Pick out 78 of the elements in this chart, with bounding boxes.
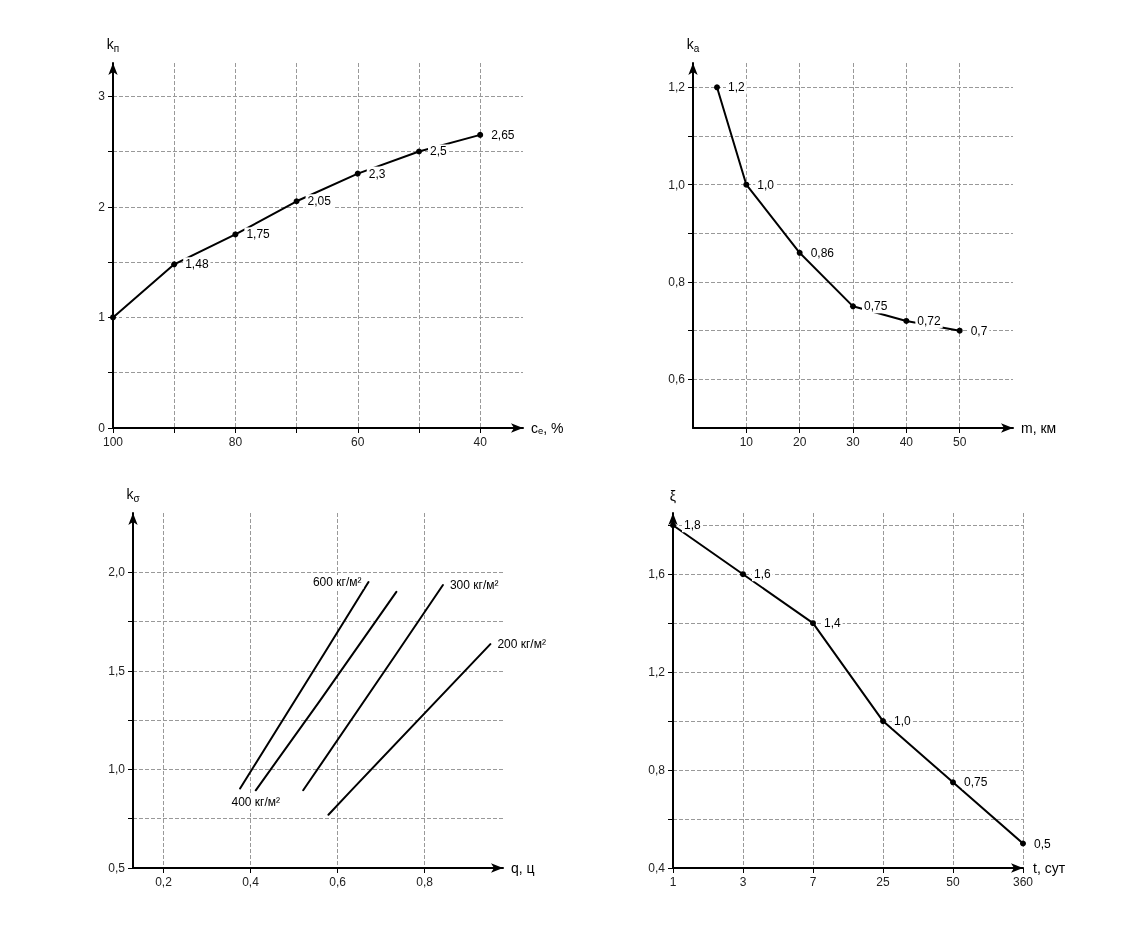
- y-tick-label: 0,6: [668, 372, 686, 387]
- x-tick-label: 0,8: [416, 875, 434, 889]
- y-tick-label: 0,8: [668, 275, 686, 289]
- point: [956, 327, 963, 334]
- x-axis-title: m, км: [1021, 420, 1057, 436]
- y-tick-label: 1,0: [108, 762, 126, 777]
- x-tick-label: 360: [1012, 875, 1034, 889]
- x-tick-label: 100: [102, 435, 124, 449]
- point: [850, 303, 856, 310]
- y-axis-title: ξ: [669, 488, 677, 504]
- y-tick-label: 3: [98, 89, 106, 104]
- point: [740, 571, 746, 578]
- data-label: 0,75: [964, 775, 988, 790]
- point: [903, 317, 910, 324]
- y-tick-label: 1: [98, 310, 106, 325]
- data-label: 0,5: [1034, 836, 1052, 851]
- data-label: 1,2: [728, 80, 746, 95]
- data-label: 1,6: [754, 567, 772, 582]
- data-label: 1,75: [246, 227, 271, 242]
- x-tick-label: 40: [473, 435, 488, 449]
- x-tick-label: 50: [946, 875, 960, 889]
- x-tick-label: 10: [739, 435, 754, 449]
- x-axis-title: cₑ, %: [531, 420, 564, 436]
- data-label: 0,86: [810, 245, 835, 260]
- y-tick-label: 1,2: [668, 80, 686, 95]
- x-tick-label: 3: [739, 875, 747, 889]
- point: [714, 84, 720, 91]
- y-tick-label: 0: [98, 421, 106, 435]
- x-axis-title: t, сут: [1033, 860, 1066, 876]
- point: [743, 181, 750, 188]
- y-tick-label: 1,0: [668, 177, 686, 192]
- y-tick-label: 0,8: [648, 763, 666, 778]
- data-label: 1,0: [757, 177, 775, 192]
- series-label: 300 кг/м²: [449, 577, 499, 592]
- x-tick-label: 0,2: [155, 875, 173, 889]
- point: [232, 231, 239, 238]
- point: [171, 261, 178, 268]
- x-tick-label: 80: [228, 435, 243, 449]
- y-tick-label: 1,5: [108, 663, 126, 678]
- series-label: 400 кг/м²: [231, 795, 281, 810]
- x-tick-label: 0,4: [242, 875, 260, 889]
- point: [810, 620, 816, 627]
- data-label: 0,75: [864, 299, 888, 314]
- data-label: 1,4: [824, 616, 842, 631]
- data-label: 2,5: [429, 144, 447, 159]
- y-tick-label: 2: [98, 199, 106, 214]
- x-tick-label: 20: [792, 435, 807, 449]
- data-label: 0,72: [917, 313, 942, 328]
- point: [293, 198, 300, 205]
- x-tick-label: 50: [952, 435, 967, 449]
- data-label: 2,05: [307, 194, 332, 209]
- y-tick-label: 0,4: [648, 861, 666, 875]
- x-tick-label: 25: [876, 875, 890, 889]
- x-axis-title: q, ц: [511, 860, 535, 876]
- series-label: 600 кг/м²: [312, 575, 362, 590]
- data-label: 0,7: [970, 323, 988, 338]
- point: [950, 779, 956, 786]
- point: [1020, 840, 1026, 847]
- y-tick-label: 1,6: [648, 567, 666, 582]
- data-label: 2,3: [368, 166, 386, 181]
- data-label: 1,48: [185, 257, 209, 272]
- y-tick-label: 0,5: [108, 861, 126, 875]
- y-tick-label: 1,2: [648, 665, 666, 680]
- x-tick-label: 7: [809, 875, 817, 889]
- data-label: 1,0: [894, 714, 912, 729]
- point: [880, 718, 886, 725]
- series-label: 200 кг/м²: [497, 637, 546, 652]
- x-tick-label: 30: [846, 435, 860, 449]
- point: [477, 131, 484, 138]
- point: [796, 249, 803, 256]
- x-tick-label: 60: [351, 435, 365, 449]
- point: [354, 170, 361, 177]
- x-tick-label: 40: [899, 435, 914, 449]
- data-label: 2,65: [491, 127, 515, 142]
- x-tick-label: 0,6: [329, 875, 347, 889]
- y-tick-label: 2,0: [108, 565, 126, 580]
- data-label: 1,8: [684, 518, 702, 533]
- point: [415, 148, 422, 155]
